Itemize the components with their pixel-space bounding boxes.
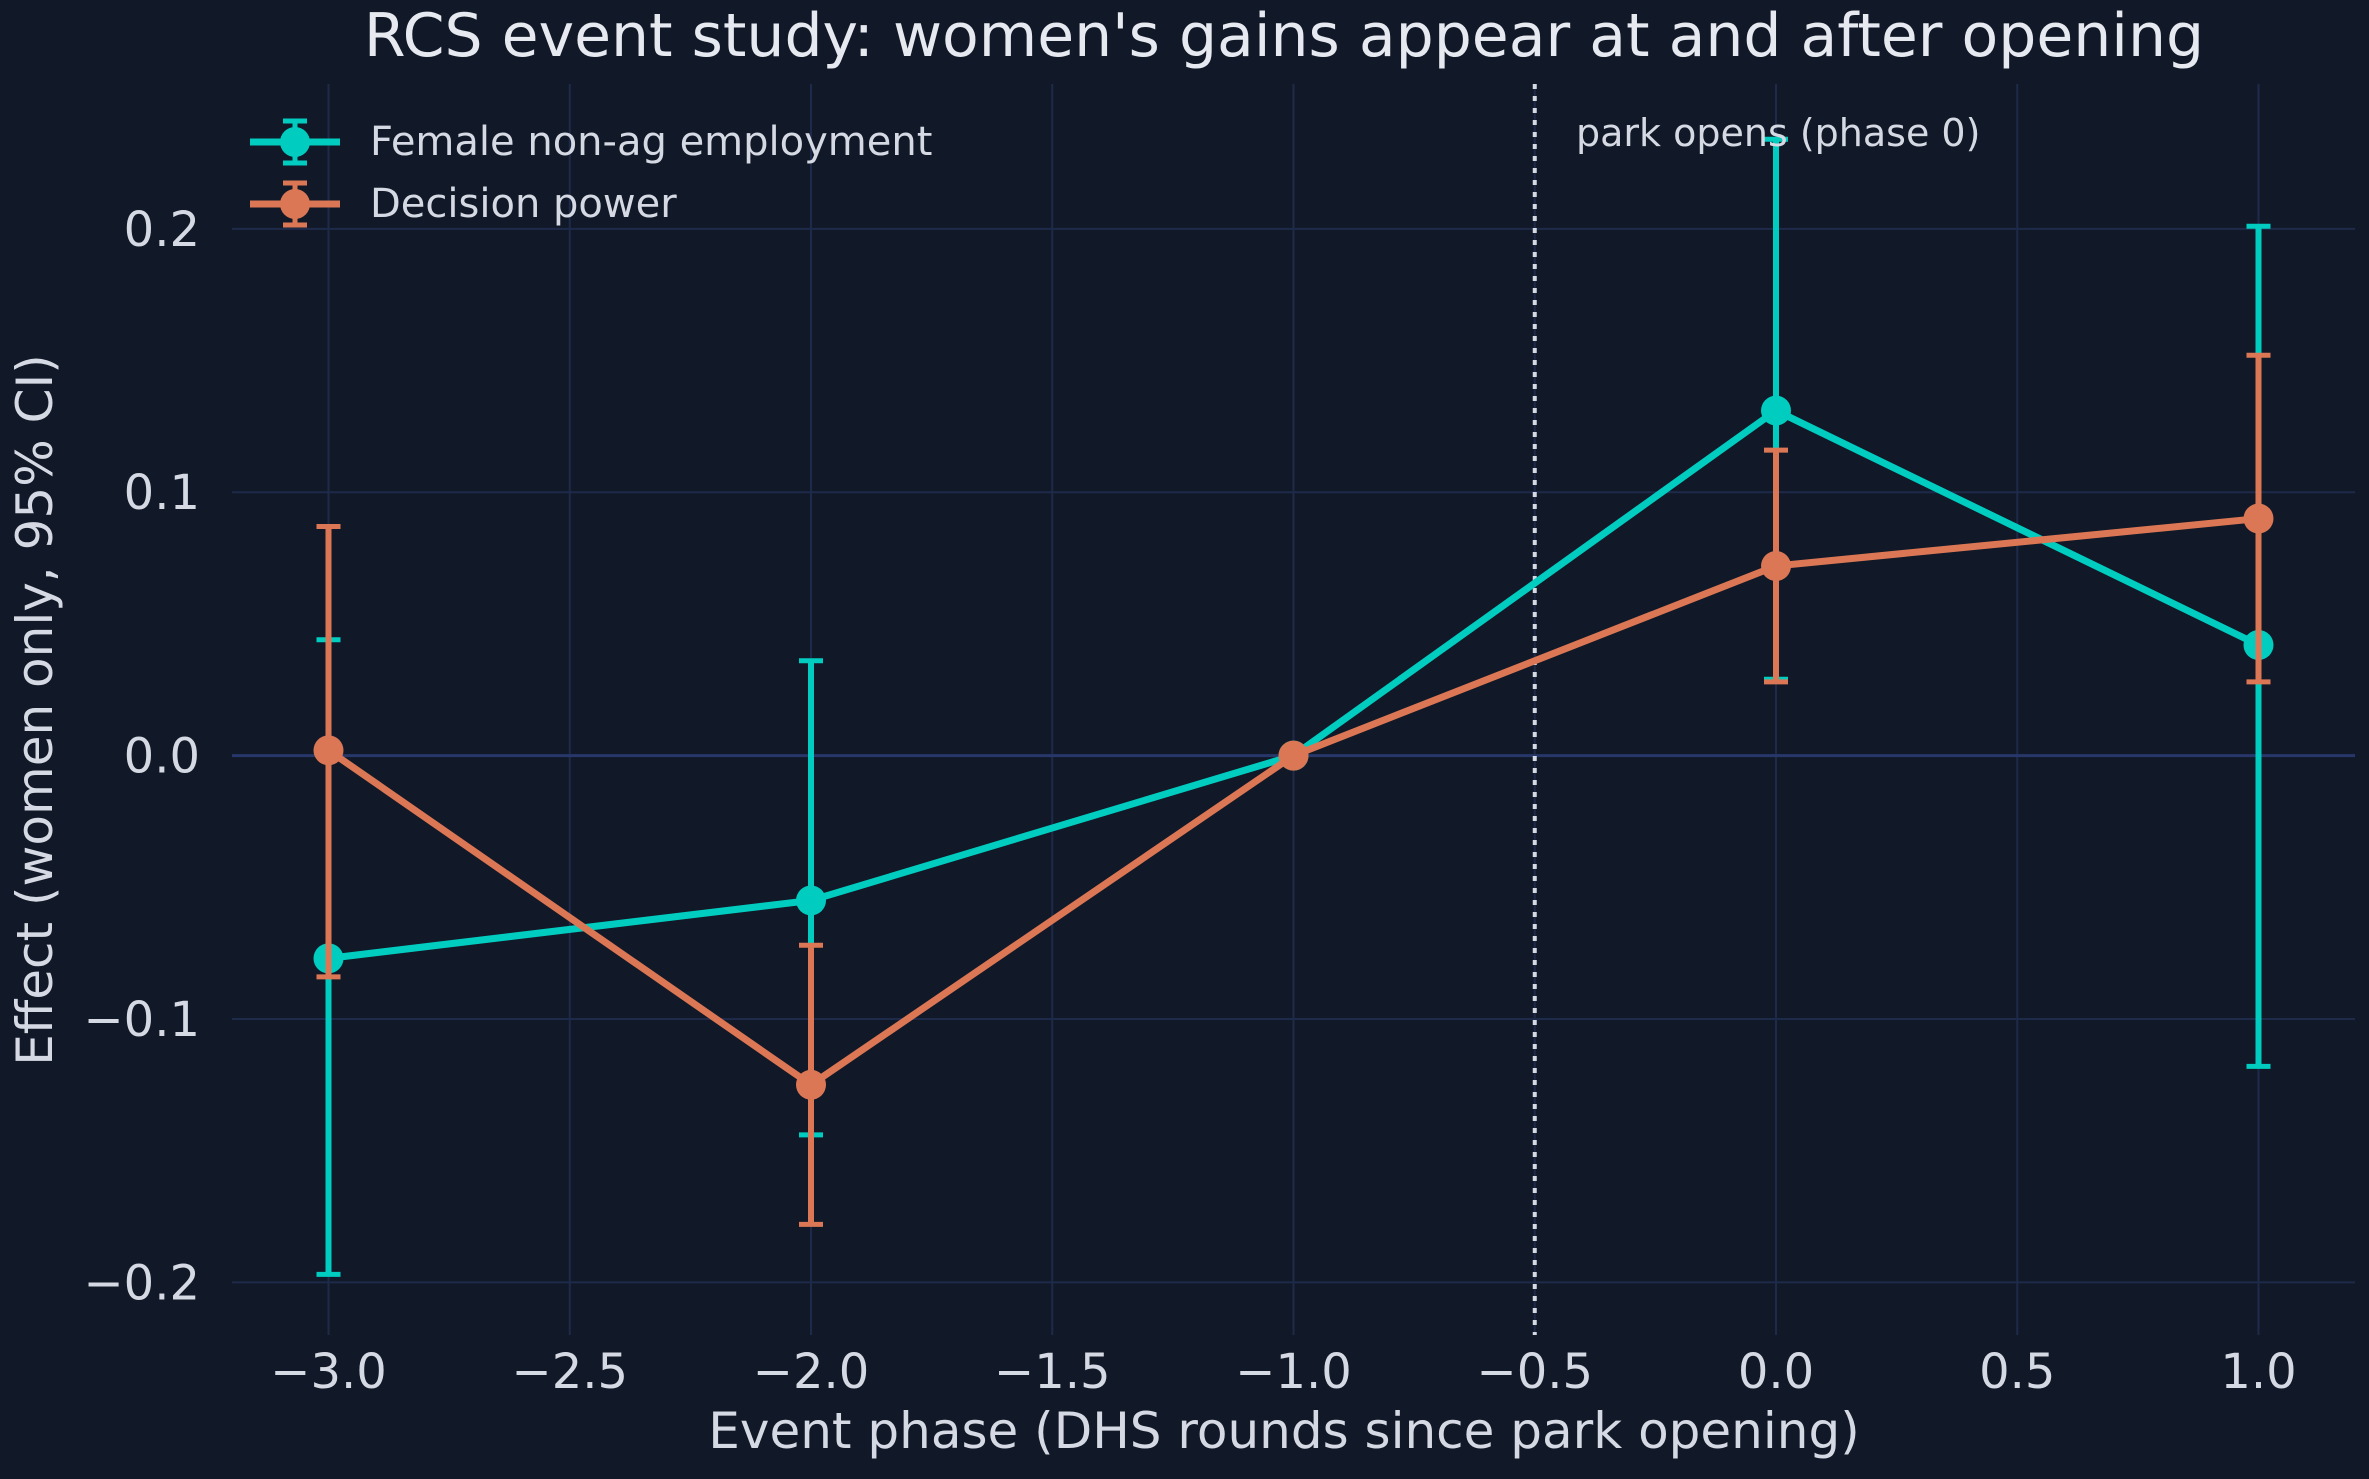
x-tick-label-4: −1.0: [1235, 1344, 1352, 1400]
x-tick-label-8: 1.0: [2220, 1344, 2296, 1400]
chart-title: RCS event study: women's gains appear at…: [364, 1, 2204, 71]
data-point-decision-power-1: [796, 1069, 826, 1100]
data-point-decision-power-0: [313, 735, 344, 766]
data-point-female-non-ag-employment-3: [1761, 395, 1791, 426]
legend-label-decision: Decision power: [370, 181, 677, 227]
x-tick-label-6: 0.0: [1738, 1344, 1814, 1400]
x-tick-label-2: −2.0: [753, 1344, 870, 1400]
y-tick-label-4: 0.2: [124, 202, 200, 258]
data-point-decision-power-2: [1278, 740, 1309, 771]
x-tick-label-3: −1.5: [994, 1344, 1111, 1400]
legend-label-employment: Female non-ag employment: [370, 119, 932, 165]
data-point-female-non-ag-employment-1: [796, 885, 826, 916]
legend-marker-decision: [280, 189, 310, 219]
legend-marker-employment: [280, 127, 310, 157]
data-point-decision-power-4: [2243, 503, 2274, 534]
x-tick-label-7: 0.5: [1979, 1344, 2055, 1400]
x-tick-label-5: −0.5: [1476, 1344, 1593, 1400]
legend: Female non-ag employment Decision power: [250, 118, 932, 228]
y-tick-label-3: 0.1: [124, 465, 200, 521]
y-tick-label-1: −0.1: [83, 992, 200, 1048]
y-axis-label: Effect (women only, 95% CI): [6, 354, 64, 1066]
x-tick-label-0: −3.0: [270, 1344, 387, 1400]
axis-layer: −3.0 −2.5 −2.0 −1.5 −1.0 −0.5 0.0 0.5 1.0 −0.2 −0.…: [83, 202, 2296, 1400]
y-tick-label-0: −0.2: [83, 1255, 200, 1311]
event-line-label: park opens (phase 0): [1576, 111, 1980, 155]
x-tick-label-1: −2.5: [511, 1344, 628, 1400]
series-decision-power: [313, 352, 2274, 1227]
series-layer: [313, 136, 2274, 1277]
y-tick-label-2: 0.0: [124, 729, 200, 785]
data-point-decision-power-3: [1761, 550, 1791, 581]
x-axis-label: Event phase (DHS rounds since park openi…: [708, 1402, 1859, 1460]
